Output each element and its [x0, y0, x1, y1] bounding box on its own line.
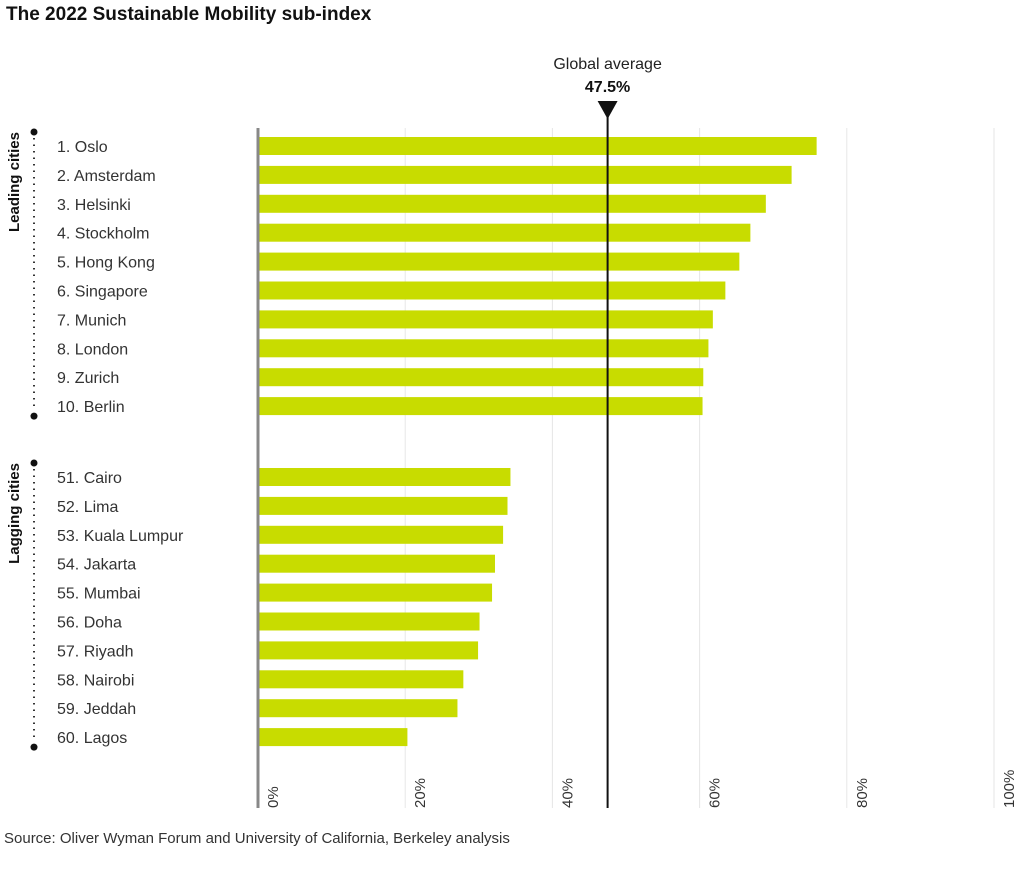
bar — [258, 137, 817, 155]
category-label: 8. London — [57, 341, 128, 358]
group-bracket-dot — [30, 743, 38, 751]
bar — [258, 194, 766, 213]
bar — [258, 339, 709, 358]
category-label: 1. Oslo — [57, 139, 108, 156]
global-average-value: 47.5% — [585, 79, 630, 96]
category-label: 53. Kuala Lumpur — [57, 528, 184, 545]
bar — [258, 583, 493, 602]
category-label: 6. Singapore — [57, 284, 148, 301]
chart-title: The 2022 Sustainable Mobility sub-index — [6, 4, 372, 25]
source-note: Source: Oliver Wyman Forum and Universit… — [4, 830, 510, 847]
bar — [258, 368, 704, 387]
x-tick-label: 100% — [1001, 770, 1018, 808]
category-label: 10. Berlin — [57, 399, 125, 416]
bar — [258, 641, 479, 660]
category-label: 52. Lima — [57, 499, 118, 516]
x-tick-label: 40% — [559, 778, 576, 808]
category-label: 9. Zurich — [57, 370, 119, 387]
group-bracket-dot — [30, 459, 38, 467]
group-label: Leading cities — [6, 132, 23, 232]
x-tick-label: 20% — [412, 778, 429, 808]
x-tick-label: 80% — [854, 778, 871, 808]
bar — [258, 699, 458, 718]
category-label: 3. Helsinki — [57, 197, 131, 214]
category-label: 55. Mumbai — [57, 586, 141, 603]
bar — [258, 554, 495, 573]
category-label: 60. Lagos — [57, 730, 127, 747]
category-label: 2. Amsterdam — [57, 168, 156, 185]
global-average-marker-icon — [597, 101, 618, 119]
category-label: 51. Cairo — [57, 470, 122, 487]
bar — [258, 252, 740, 271]
x-tick-label: 60% — [707, 778, 724, 808]
bar — [258, 468, 511, 486]
category-label: 7. Munich — [57, 312, 126, 329]
bar — [258, 310, 713, 329]
global-average-label: Global average — [553, 56, 662, 73]
category-label: 5. Hong Kong — [57, 255, 155, 272]
bar — [258, 496, 508, 515]
group-bracket-dot — [30, 128, 38, 136]
bar — [258, 525, 504, 544]
group-bracket-dot — [30, 412, 38, 420]
category-label: 54. Jakarta — [57, 557, 136, 574]
bar — [258, 281, 726, 300]
category-label: 58. Nairobi — [57, 672, 134, 689]
bar — [258, 728, 408, 747]
category-label: 57. Riyadh — [57, 643, 134, 660]
bar — [258, 397, 703, 416]
bar — [258, 165, 792, 184]
category-label: 4. Stockholm — [57, 226, 149, 243]
bar — [258, 223, 751, 242]
bar — [258, 670, 464, 689]
bar — [258, 612, 480, 631]
x-tick-label: 0% — [265, 786, 282, 808]
category-label: 59. Jeddah — [57, 701, 136, 718]
category-label: 56. Doha — [57, 615, 122, 632]
group-label: Lagging cities — [6, 463, 23, 564]
